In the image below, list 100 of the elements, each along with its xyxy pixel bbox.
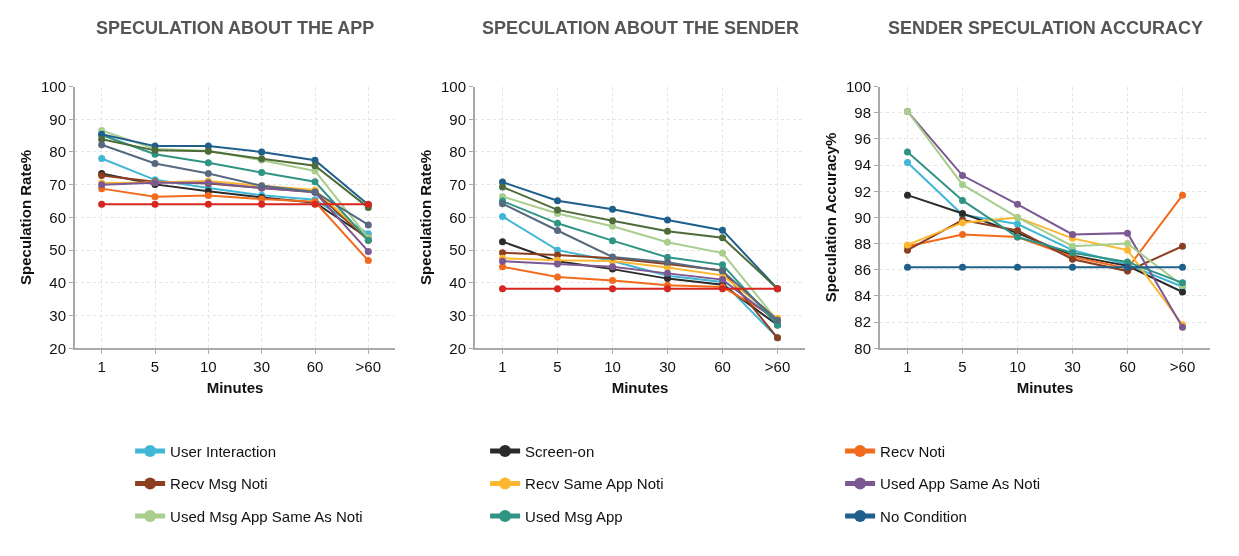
chart-title: SPECULATION ABOUT THE SENDER xyxy=(482,18,800,38)
y-tick-label: 80 xyxy=(854,339,871,357)
point xyxy=(1179,242,1186,250)
point xyxy=(664,285,671,293)
point xyxy=(554,206,561,214)
y-tick-label: 90 xyxy=(854,208,871,226)
chart-title: SENDER SPECULATION ACCURACY xyxy=(888,18,1204,38)
y-tick-label: 30 xyxy=(449,306,466,324)
point xyxy=(1069,263,1076,271)
point xyxy=(609,285,616,293)
point xyxy=(719,261,726,269)
y-tick-label: 88 xyxy=(854,234,871,252)
point xyxy=(1124,240,1131,248)
x-axis-title: Minutes xyxy=(1016,378,1074,396)
point xyxy=(719,249,726,257)
point xyxy=(204,200,212,208)
point xyxy=(719,234,726,242)
point xyxy=(499,212,506,220)
x-tick-label: >60 xyxy=(355,358,382,376)
point xyxy=(258,169,266,177)
y-tick-label: 60 xyxy=(449,208,466,226)
y-tick-label: 70 xyxy=(49,175,66,193)
point xyxy=(959,196,966,204)
legend-label: Recv Same App Noti xyxy=(525,475,664,493)
y-tick-label: 50 xyxy=(49,241,66,259)
y-tick-label: 50 xyxy=(449,241,466,259)
point xyxy=(1014,263,1021,271)
point xyxy=(364,247,372,255)
legend-label: Used Msg App Same As Noti xyxy=(170,507,363,525)
point xyxy=(1179,288,1186,296)
y-tick-label: 92 xyxy=(854,182,871,200)
x-tick-label: 30 xyxy=(253,358,271,376)
point xyxy=(204,192,212,199)
point xyxy=(499,285,506,293)
x-tick-label: 1 xyxy=(97,358,106,376)
point xyxy=(609,237,616,245)
point xyxy=(151,200,159,208)
y-tick-label: 40 xyxy=(449,274,466,292)
y-axis-title: Speculation Rate% xyxy=(16,149,34,285)
point xyxy=(664,238,671,246)
legend-label: Used App Same As Noti xyxy=(880,475,1041,493)
y-tick-label: 60 xyxy=(49,208,66,226)
legend-label: Screen-on xyxy=(525,442,595,460)
y-tick-label: 90 xyxy=(449,110,466,128)
x-tick-label: 5 xyxy=(553,358,562,376)
point xyxy=(499,183,506,191)
point xyxy=(609,222,616,230)
y-tick-label: 100 xyxy=(845,77,871,95)
point xyxy=(258,200,266,208)
chart-title: SPECULATION ABOUT THE APP xyxy=(96,18,375,38)
point xyxy=(364,257,372,265)
point xyxy=(204,159,212,167)
point xyxy=(904,148,911,156)
point xyxy=(258,148,266,156)
x-tick-label: 10 xyxy=(199,358,217,376)
x-axis-title: Minutes xyxy=(611,378,669,396)
x-tick-label: 30 xyxy=(1064,358,1081,376)
x-tick-label: >60 xyxy=(1169,358,1196,376)
point xyxy=(499,238,506,246)
x-tick-label: 60 xyxy=(306,358,324,376)
y-tick-label: 84 xyxy=(854,287,871,305)
x-tick-label: 5 xyxy=(150,358,160,376)
y-tick-label: 100 xyxy=(40,77,66,95)
x-tick-label: 60 xyxy=(1119,358,1136,376)
point xyxy=(959,263,966,271)
point xyxy=(904,158,911,166)
y-tick-label: 80 xyxy=(49,143,66,161)
legend-label: Used Msg App xyxy=(525,507,623,525)
point xyxy=(904,263,911,271)
y-tick-label: 30 xyxy=(49,306,66,324)
point xyxy=(554,227,561,235)
y-tick-label: 98 xyxy=(854,103,871,121)
point xyxy=(664,216,671,224)
legend-label: User Interaction xyxy=(170,442,276,460)
y-tick-label: 40 xyxy=(49,274,66,292)
y-tick-label: 80 xyxy=(449,143,466,161)
point xyxy=(98,141,106,149)
point xyxy=(664,227,671,235)
point xyxy=(609,277,616,285)
point xyxy=(151,193,159,201)
point xyxy=(554,273,561,281)
x-tick-label: 10 xyxy=(1009,358,1026,376)
y-tick-label: 96 xyxy=(854,130,871,148)
point xyxy=(719,226,726,234)
y-tick-label: 70 xyxy=(449,175,466,193)
point xyxy=(959,230,966,238)
point xyxy=(959,181,966,189)
legend-label: Recv Msg Noti xyxy=(170,475,268,493)
point xyxy=(311,178,319,186)
point xyxy=(311,162,319,170)
point xyxy=(609,205,616,213)
legend-label: No Condition xyxy=(880,507,967,525)
x-tick-label: 1 xyxy=(903,358,912,376)
point xyxy=(1014,220,1021,228)
x-tick-label: >60 xyxy=(764,358,791,376)
x-tick-label: 60 xyxy=(714,358,731,376)
point xyxy=(98,200,106,208)
y-tick-label: 82 xyxy=(854,313,871,331)
legend-label: Recv Noti xyxy=(880,442,946,460)
y-tick-label: 20 xyxy=(49,339,66,357)
